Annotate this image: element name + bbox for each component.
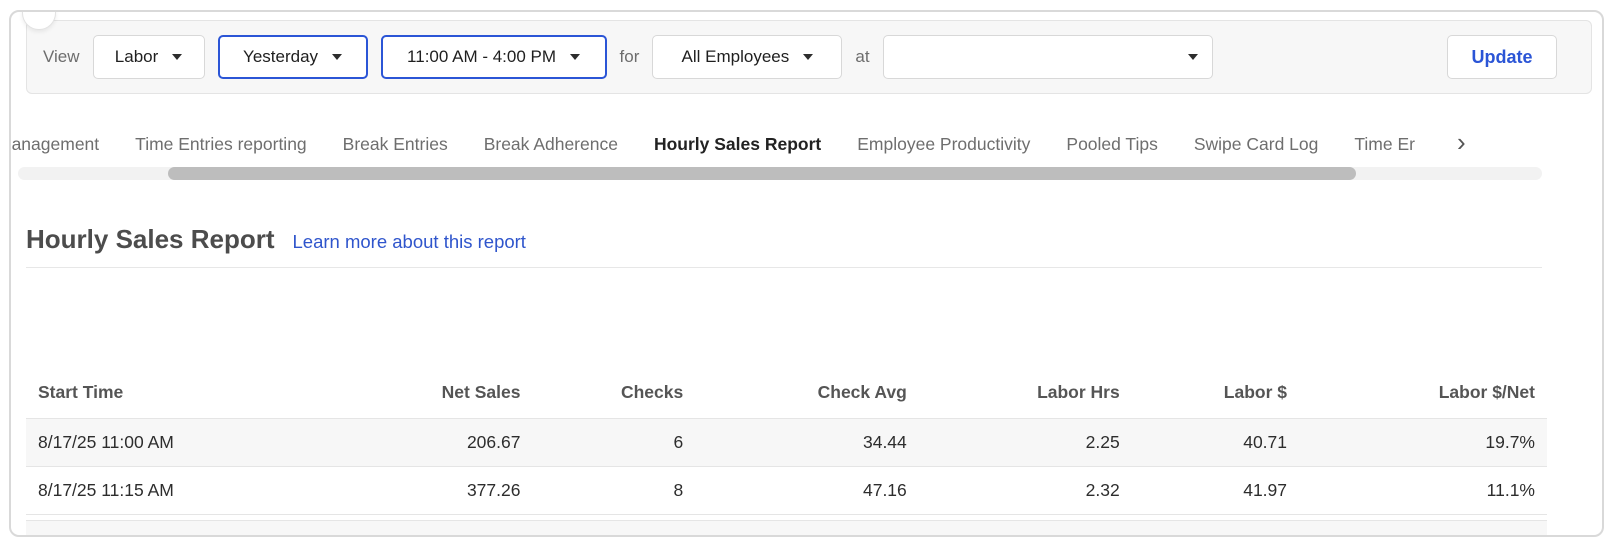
table-row-partial <box>26 520 1547 535</box>
col-check-avg: Check Avg <box>817 382 907 403</box>
table-row: 8/17/25 11:15 AM 377.26 8 47.16 2.32 41.… <box>26 466 1547 514</box>
tab-employee-productivity[interactable]: Employee Productivity <box>857 133 1031 154</box>
tab-pooled-tips[interactable]: Pooled Tips <box>1066 133 1158 154</box>
chevron-down-icon <box>332 54 343 60</box>
filter-toolbar: View Labor Yesterday 11:00 AM - 4:00 PM … <box>26 20 1592 94</box>
date-range-value: Yesterday <box>243 47 319 66</box>
cell-labor-dollars: 40.71 <box>1243 431 1288 452</box>
col-labor-dollars-net: Labor $/Net <box>1438 382 1535 403</box>
cell-labor-dollars-net: 19.7% <box>1485 431 1535 452</box>
chevron-down-icon <box>803 54 814 60</box>
employees-dropdown[interactable]: All Employees <box>652 35 843 79</box>
cell-start-time: 8/17/25 11:15 AM <box>38 479 174 500</box>
tab-swipe-card-log[interactable]: Swipe Card Log <box>1193 133 1319 154</box>
view-type-value: Labor <box>114 47 159 66</box>
tabs-scroll-next-icon[interactable]: › <box>1456 127 1466 157</box>
tab-time-entries-reporting[interactable]: Time Entries reporting <box>135 133 307 154</box>
col-labor-dollars: Labor $ <box>1223 382 1288 403</box>
chevron-down-icon <box>570 54 581 60</box>
cell-checks: 6 <box>673 431 684 452</box>
cell-labor-hrs: 2.25 <box>1085 431 1120 452</box>
cell-net-sales: 206.67 <box>466 431 521 452</box>
tab-management[interactable]: management <box>11 133 100 154</box>
hourly-sales-table: Start Time Net Sales Checks Check Avg La… <box>26 368 1547 515</box>
time-range-dropdown[interactable]: 11:00 AM - 4:00 PM <box>380 35 607 79</box>
view-type-dropdown[interactable]: Labor <box>92 35 205 79</box>
update-button[interactable]: Update <box>1447 35 1557 79</box>
report-header: Hourly Sales Report Learn more about thi… <box>26 224 526 255</box>
employees-value: All Employees <box>681 47 790 66</box>
for-label: for <box>619 47 640 66</box>
col-start-time: Start Time <box>38 382 124 403</box>
cell-net-sales: 377.26 <box>466 479 521 500</box>
at-label: at <box>855 47 870 66</box>
page-title: Hourly Sales Report <box>26 224 275 254</box>
cell-start-time: 8/17/25 11:00 AM <box>38 431 174 452</box>
learn-more-link[interactable]: Learn more about this report <box>292 231 526 252</box>
date-range-dropdown[interactable]: Yesterday <box>217 35 368 79</box>
report-window: View Labor Yesterday 11:00 AM - 4:00 PM … <box>9 10 1604 537</box>
view-label: View <box>43 47 80 66</box>
tabs-scrollbar-track[interactable] <box>18 167 1542 180</box>
tabs-scrollbar-thumb[interactable] <box>168 167 1356 180</box>
col-checks: Checks <box>620 382 684 403</box>
tab-hourly-sales-report[interactable]: Hourly Sales Report <box>653 133 822 154</box>
cell-labor-hrs: 2.32 <box>1085 479 1120 500</box>
col-net-sales: Net Sales <box>441 382 521 403</box>
chevron-down-icon <box>1187 54 1198 60</box>
report-tabs: management Time Entries reporting Break … <box>11 127 1602 157</box>
cell-checks: 8 <box>673 479 684 500</box>
col-labor-hrs: Labor Hrs <box>1037 382 1120 403</box>
cell-check-avg: 47.16 <box>862 479 907 500</box>
cell-labor-dollars-net: 11.1% <box>1486 479 1535 500</box>
chevron-down-icon <box>172 54 183 60</box>
cell-labor-dollars: 41.97 <box>1243 479 1288 500</box>
table-header-row: Start Time Net Sales Checks Check Avg La… <box>26 368 1547 418</box>
tab-time-entries-clipped[interactable]: Time Er <box>1354 133 1415 154</box>
cell-check-avg: 34.44 <box>862 431 907 452</box>
tab-break-entries[interactable]: Break Entries <box>342 133 448 154</box>
time-range-value: 11:00 AM - 4:00 PM <box>407 47 557 66</box>
table-row: 8/17/25 11:00 AM 206.67 6 34.44 2.25 40.… <box>26 418 1547 466</box>
location-dropdown[interactable] <box>882 35 1213 79</box>
tab-break-adherence[interactable]: Break Adherence <box>483 133 618 154</box>
header-divider <box>26 267 1542 268</box>
